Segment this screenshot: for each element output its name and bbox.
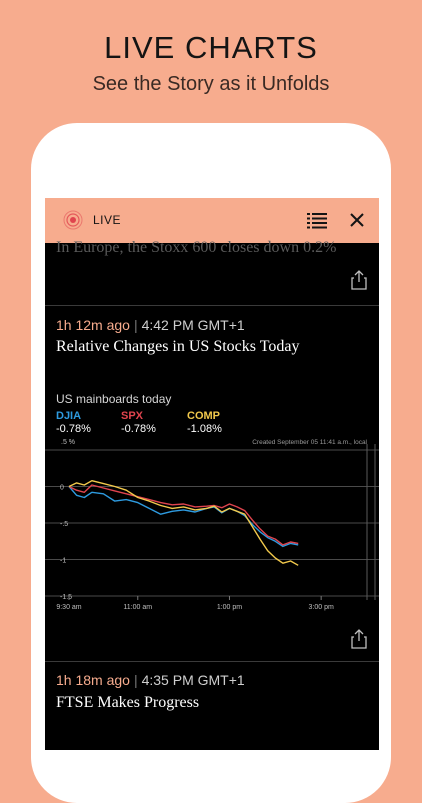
legend-spx-name: SPX xyxy=(121,410,144,422)
post-divider xyxy=(45,661,379,662)
post-meta: 1h 12m ago | 4:42 PM GMT+1 xyxy=(56,317,245,333)
y-tick-label: 0 xyxy=(60,485,64,492)
app-screen: LIVE In Europe, the Stoxx 600 closes dow… xyxy=(45,198,379,750)
promo-title: LIVE CHARTS xyxy=(104,30,318,65)
chart-title: US mainboards today xyxy=(56,392,172,406)
y-unit-label: .5 % xyxy=(61,439,75,446)
legend-spx-change: -0.78% xyxy=(121,423,156,435)
legend-spx: SPX -0.78% xyxy=(121,410,191,435)
x-tick-label: 1:00 pm xyxy=(217,604,242,611)
series-line-spx xyxy=(68,484,299,546)
legend-comp-change: -1.08% xyxy=(187,423,222,435)
legend-comp-name: COMP xyxy=(187,410,220,422)
y-tick-label: -1.5 xyxy=(60,594,72,601)
live-pulse-icon xyxy=(63,210,83,230)
legend-djia: DJIA -0.78% xyxy=(56,410,126,435)
created-note: Created September 05 11:41 a.m., local xyxy=(252,439,367,446)
promo-subtitle: See the Story as it Unfolds xyxy=(92,73,330,95)
post-headline[interactable]: Relative Changes in US Stocks Today xyxy=(56,338,300,355)
share-icon[interactable] xyxy=(350,269,368,291)
legend-djia-name: DJIA xyxy=(56,410,82,422)
y-tick-label: -1 xyxy=(60,558,66,565)
list-menu-icon[interactable] xyxy=(307,212,327,229)
x-tick-label: 11:00 am xyxy=(123,604,152,611)
post-meta: 1h 18m ago | 4:35 PM GMT+1 xyxy=(56,672,245,688)
post-time: 4:42 PM GMT+1 xyxy=(141,317,245,333)
top-bar: LIVE xyxy=(45,198,379,243)
x-tick-label: 3:00 pm xyxy=(309,604,334,611)
legend-djia-change: -0.78% xyxy=(56,423,91,435)
post-age: 1h 18m ago xyxy=(56,672,130,688)
meta-separator: | xyxy=(133,317,138,333)
post-divider xyxy=(45,305,379,306)
series-line-djia xyxy=(68,486,299,548)
stock-line-chart: .5 % Created September 05 11:41 a.m., loc… xyxy=(45,439,379,611)
live-label: LIVE xyxy=(93,213,122,227)
y-tick-label: -.5 xyxy=(60,521,68,528)
legend-comp: COMP -1.08% xyxy=(187,410,257,435)
share-icon[interactable] xyxy=(350,628,368,650)
meta-separator: | xyxy=(133,672,138,688)
previous-post-headline[interactable]: In Europe, the Stoxx 600 closes down 0.2… xyxy=(56,239,337,256)
series-line-comp xyxy=(68,480,299,566)
post-headline[interactable]: FTSE Makes Progress xyxy=(56,694,200,711)
x-tick-label: 9:30 am xyxy=(56,604,81,611)
close-icon[interactable] xyxy=(348,211,366,229)
post-time: 4:35 PM GMT+1 xyxy=(141,672,245,688)
post-age: 1h 12m ago xyxy=(56,317,130,333)
